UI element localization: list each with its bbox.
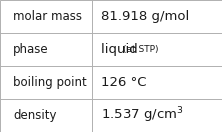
Text: 81.918 g/mol: 81.918 g/mol (101, 10, 189, 23)
Text: 126 °C: 126 °C (101, 76, 147, 89)
Text: (at STP): (at STP) (123, 45, 158, 54)
Text: phase: phase (13, 43, 49, 56)
Text: molar mass: molar mass (13, 10, 82, 23)
Text: density: density (13, 109, 57, 122)
Text: 1.537 g/cm$\mathregular{^{3}}$: 1.537 g/cm$\mathregular{^{3}}$ (101, 106, 183, 125)
Text: boiling point: boiling point (13, 76, 87, 89)
Text: liquid: liquid (101, 43, 146, 56)
